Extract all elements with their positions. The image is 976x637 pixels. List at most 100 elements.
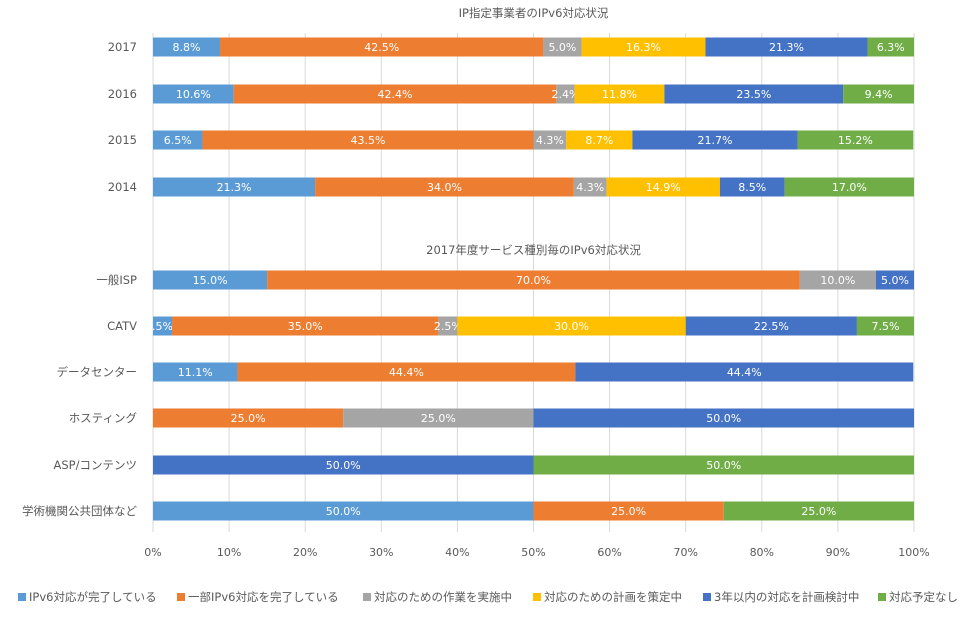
data-label: 50.0%: [326, 505, 361, 518]
data-label: 70.0%: [516, 274, 551, 287]
bar-segment: [153, 455, 534, 475]
data-label: 2.4%: [551, 88, 579, 101]
bar-segment: [267, 270, 800, 290]
x-tick-label: 80%: [750, 546, 774, 559]
data-label: 21.3%: [769, 41, 804, 54]
bar-segment: [533, 408, 914, 428]
data-label: 43.5%: [351, 134, 386, 147]
group-title: IP指定事業者のIPv6対応状況: [459, 6, 609, 20]
bar-segment: [632, 130, 798, 150]
category-label: 2014: [108, 180, 137, 194]
data-label: 44.4%: [389, 366, 424, 379]
data-label: 2.5%: [434, 320, 462, 333]
bar-segment: [843, 84, 914, 104]
bar-segment: [573, 177, 607, 197]
data-label: 9.4%: [865, 88, 893, 101]
data-label: 4.3%: [576, 181, 604, 194]
bar-segment: [153, 130, 203, 150]
data-label: 8.7%: [585, 134, 613, 147]
legend-label: 対応予定なし: [889, 590, 958, 604]
data-label: 11.1%: [178, 366, 213, 379]
data-label: 23.5%: [736, 88, 771, 101]
legend-label: 対応のための計画を策定中: [544, 590, 682, 604]
data-label: 17.0%: [832, 181, 867, 194]
bar-segment: [574, 84, 665, 104]
bar-segment: [581, 37, 706, 57]
x-tick-label: 0%: [144, 546, 161, 559]
data-label: 6.5%: [164, 134, 192, 147]
data-label: 8.5%: [738, 181, 766, 194]
data-label: 16.3%: [626, 41, 661, 54]
bar-segment: [797, 130, 914, 150]
bar-segment: [153, 362, 238, 382]
data-label: 10.6%: [176, 88, 211, 101]
bar-segment: [533, 501, 724, 521]
bar-segment: [315, 177, 574, 197]
bar-segment: [153, 84, 234, 104]
data-label: 42.5%: [364, 41, 399, 54]
bar-segment: [799, 270, 876, 290]
bar-segment: [237, 362, 576, 382]
group-title: 2017年度サービス種別毎のIPv6対応状況: [426, 243, 641, 257]
data-label: 25.0%: [801, 505, 836, 518]
category-label: ASP/コンテンツ: [54, 458, 137, 472]
bar-segment: [556, 84, 575, 104]
data-label: 42.4%: [378, 88, 413, 101]
bar-segment: [438, 316, 458, 336]
data-label: 11.8%: [602, 88, 637, 101]
group-titles: IP指定事業者のIPv6対応状況 2017年度サービス種別毎のIPv6対応状況: [426, 6, 641, 257]
data-label: 35.0%: [288, 320, 323, 333]
bar-segment: [153, 37, 220, 57]
bar-segment: [575, 362, 914, 382]
data-label: 14.9%: [646, 181, 681, 194]
bars: 8.8% 42.5% 5.0% 16.3% 21.3% 6.3% 10.6% 42.4% 2.4…: [152, 37, 914, 521]
x-tick-label: 70%: [673, 546, 697, 559]
bar-segment: [219, 37, 544, 57]
data-label: 4.3%: [536, 134, 564, 147]
bar-segment: [875, 270, 914, 290]
x-tick-label: 40%: [445, 546, 469, 559]
bar-segment: [153, 177, 316, 197]
data-label: 6.3%: [877, 41, 905, 54]
x-tick-label: 30%: [369, 546, 393, 559]
x-tick-label: 20%: [293, 546, 317, 559]
bar-segment: [343, 408, 534, 428]
data-label: 5.0%: [881, 274, 909, 287]
legend-swatch: [703, 593, 711, 601]
data-label: 44.4%: [727, 366, 762, 379]
data-label: 30.0%: [554, 320, 589, 333]
legend-label: 一部IPv6対応を完了している: [188, 590, 339, 604]
x-tick-label: 10%: [217, 546, 241, 559]
category-label: 2017: [108, 40, 137, 54]
bar-segment: [543, 37, 582, 57]
bar-segment: [867, 37, 914, 57]
x-tick-label: 50%: [521, 546, 545, 559]
bar-segment: [233, 84, 557, 104]
data-label: 21.3%: [217, 181, 252, 194]
category-label: 2015: [108, 133, 137, 147]
bar-segment: [719, 177, 785, 197]
bar-segment: [664, 84, 844, 104]
data-label: 50.0%: [706, 412, 741, 425]
data-label: 25.0%: [611, 505, 646, 518]
category-label: 一般ISP: [96, 273, 137, 287]
data-label: .5%: [152, 320, 173, 333]
data-label: 25.0%: [231, 412, 266, 425]
data-label: 25.0%: [421, 412, 456, 425]
bar-segment: [202, 130, 534, 150]
data-label: 5.0%: [548, 41, 576, 54]
x-tick-label: 100%: [898, 546, 929, 559]
data-label: 15.0%: [193, 274, 228, 287]
legend-label: IPv6対応が完了している: [29, 590, 157, 604]
legend-swatch: [363, 593, 371, 601]
data-label: 50.0%: [326, 459, 361, 472]
bar-segment: [153, 316, 173, 336]
legend-swatch: [18, 593, 26, 601]
bar-segment: [153, 270, 268, 290]
bar-segment: [457, 316, 686, 336]
legend-swatch: [533, 593, 541, 601]
bar-segment: [723, 501, 914, 521]
bar-segment: [533, 130, 567, 150]
data-label: 50.0%: [706, 459, 741, 472]
